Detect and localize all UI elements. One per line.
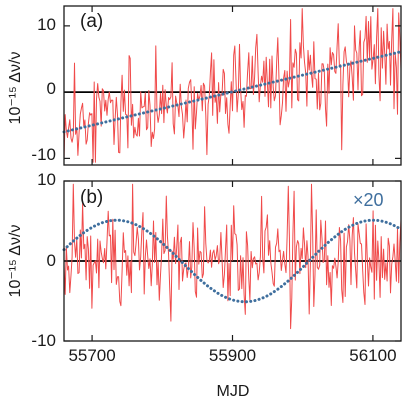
panel-b-y-tick-label: 10 — [37, 170, 56, 189]
panel-b-label: (b) — [80, 187, 103, 208]
panel-b-y-tick-label: -10 — [31, 331, 56, 350]
x-tick-label: 55700 — [68, 346, 115, 365]
panel-a-ticks — [64, 6, 401, 165]
panel-b-ticks — [64, 180, 401, 342]
panel-b-fit-line — [62, 218, 403, 304]
x-tick-label: 56100 — [349, 346, 396, 365]
x-axis-title: MJD — [217, 383, 250, 400]
panel-b-y-axis-title: 10⁻¹⁵ Δν/ν — [7, 225, 24, 298]
panel-a-y-tick-label: 0 — [47, 79, 56, 98]
panel-a-plot-area — [62, 8, 403, 163]
panel-b-plot-area — [62, 183, 403, 330]
panel-a: (a) 10 0 -10 10⁻¹⁵ Δν/ν — [7, 5, 403, 166]
x-tick-label: 55900 — [209, 346, 256, 365]
panel-a-data-line — [63, 8, 402, 163]
panel-b: (b) ×20 10 0 -10 10⁻¹⁵ Δν/ν 55700 55900 … — [7, 170, 403, 400]
panel-b-data-line — [63, 183, 402, 330]
panel-a-y-tick-label: 10 — [37, 15, 56, 34]
panel-b-annotation: ×20 — [353, 190, 384, 210]
panel-a-label: (a) — [80, 11, 103, 32]
panel-a-y-tick-label: -10 — [31, 145, 56, 164]
panel-a-y-axis-title: 10⁻¹⁵ Δν/ν — [7, 52, 24, 125]
panel-a-fit-line — [62, 50, 403, 134]
panel-b-y-tick-label: 0 — [47, 251, 56, 270]
